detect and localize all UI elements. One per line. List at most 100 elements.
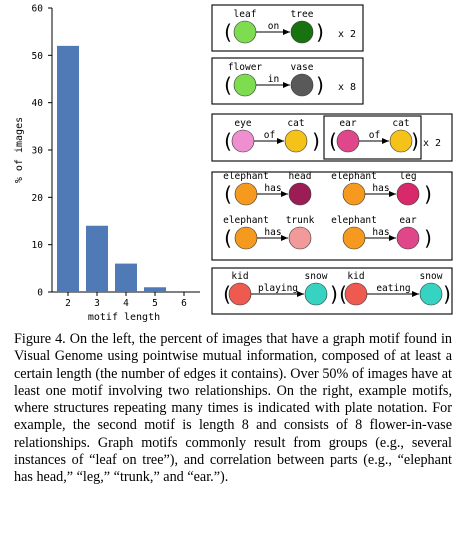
motif-1: leaf tree on xyxy=(233,9,314,44)
left-paren: ( xyxy=(224,73,232,97)
node-label: elephant xyxy=(331,171,377,182)
node-circle xyxy=(342,182,366,206)
node-circle xyxy=(290,73,314,97)
edge-label: has xyxy=(264,227,281,238)
node-label: ear xyxy=(339,118,356,129)
motif-3a: eye cat of xyxy=(231,118,308,153)
node-label: kid xyxy=(231,271,248,282)
node-circle xyxy=(419,282,443,306)
node-label: flower xyxy=(228,62,263,73)
left-paren: ( xyxy=(329,129,337,153)
figure-label: Figure 4. xyxy=(14,331,66,347)
node-label: cat xyxy=(392,118,409,129)
node-label: leg xyxy=(399,171,416,182)
node-circle xyxy=(290,20,314,44)
figure-caption: Figure 4. On the left, the percent of ima… xyxy=(14,331,452,487)
node-circle xyxy=(389,129,413,153)
left-paren: ( xyxy=(224,182,232,206)
bar xyxy=(115,263,137,292)
right-paren: ) xyxy=(424,182,432,206)
x-tick-label: 3 xyxy=(94,298,100,309)
node-circle xyxy=(233,20,257,44)
motif-3-inner-box xyxy=(323,115,422,160)
motif-5a: kid snow playing xyxy=(228,271,328,306)
plate-count: x 2 xyxy=(423,138,441,149)
edge-label: has xyxy=(372,183,389,194)
edge-label: in xyxy=(268,74,279,85)
motif-3b: ear cat of xyxy=(336,118,413,153)
y-tick-label: 50 xyxy=(32,51,44,62)
motif-5b: kid snow eating xyxy=(344,271,443,306)
motif-4-row2a: elephant trunk has xyxy=(223,215,315,250)
x-tick-label: 4 xyxy=(123,298,129,309)
y-tick-label: 30 xyxy=(32,146,44,157)
left-paren: ( xyxy=(339,282,347,306)
node-circle xyxy=(233,73,257,97)
node-label: vase xyxy=(291,62,314,73)
node-label: elephant xyxy=(331,215,377,226)
node-circle xyxy=(344,282,368,306)
bar-chart: 0 10 20 30 40 50 60 2 3 4 5 6 motif length % of image… xyxy=(14,4,200,323)
left-paren: ( xyxy=(224,20,232,44)
edge-label: playing xyxy=(258,283,298,294)
x-tick-label: 6 xyxy=(181,298,187,309)
motif-1-box xyxy=(211,4,364,52)
plate-count: x 8 xyxy=(338,82,356,93)
node-circle xyxy=(228,282,252,306)
right-paren: ) xyxy=(330,282,338,306)
node-label: snow xyxy=(305,271,328,282)
node-circle xyxy=(234,182,258,206)
bar xyxy=(144,287,166,292)
motif-3-outer-box xyxy=(211,113,453,162)
motif-2: flower vase in xyxy=(228,62,314,97)
y-tick-label: 0 xyxy=(37,288,43,299)
node-label: elephant xyxy=(223,215,269,226)
node-circle xyxy=(231,129,255,153)
y-tick-label: 40 xyxy=(32,98,44,109)
motif-5-box xyxy=(211,267,453,315)
edge-label: has xyxy=(264,183,281,194)
node-circle xyxy=(396,226,420,250)
motif-2-box xyxy=(211,57,364,105)
node-circle xyxy=(342,226,366,250)
edge-label: on xyxy=(268,21,279,32)
y-tick-label: 60 xyxy=(32,4,44,15)
right-paren: ) xyxy=(316,73,324,97)
node-circle xyxy=(304,282,328,306)
x-tick-label: 5 xyxy=(152,298,158,309)
node-label: cat xyxy=(287,118,304,129)
node-circle xyxy=(336,129,360,153)
edge-label: of xyxy=(369,130,380,141)
node-circle xyxy=(288,182,312,206)
node-label: elephant xyxy=(223,171,269,182)
node-circle xyxy=(234,226,258,250)
node-label: leaf xyxy=(234,9,257,20)
node-label: eye xyxy=(234,118,251,129)
right-paren: ) xyxy=(424,226,432,250)
y-tick-label: 10 xyxy=(32,240,44,251)
node-label: trunk xyxy=(286,215,315,226)
left-paren: ( xyxy=(223,282,231,306)
right-paren: ) xyxy=(312,129,320,153)
y-tick-label: 20 xyxy=(32,193,44,204)
left-paren: ( xyxy=(224,226,232,250)
y-axis-label: % of images xyxy=(14,117,25,183)
left-paren: ( xyxy=(224,129,232,153)
motif-4-box xyxy=(211,171,453,261)
node-circle xyxy=(284,129,308,153)
x-tick-label: 2 xyxy=(65,298,71,309)
plate-count: x 2 xyxy=(338,29,356,40)
right-paren: ) xyxy=(411,129,419,153)
node-label: kid xyxy=(347,271,364,282)
node-circle xyxy=(396,182,420,206)
edge-label: has xyxy=(372,227,389,238)
x-axis-label: motif length xyxy=(88,312,160,323)
node-circle xyxy=(288,226,312,250)
node-label: snow xyxy=(420,271,443,282)
edge-label: of xyxy=(264,130,275,141)
